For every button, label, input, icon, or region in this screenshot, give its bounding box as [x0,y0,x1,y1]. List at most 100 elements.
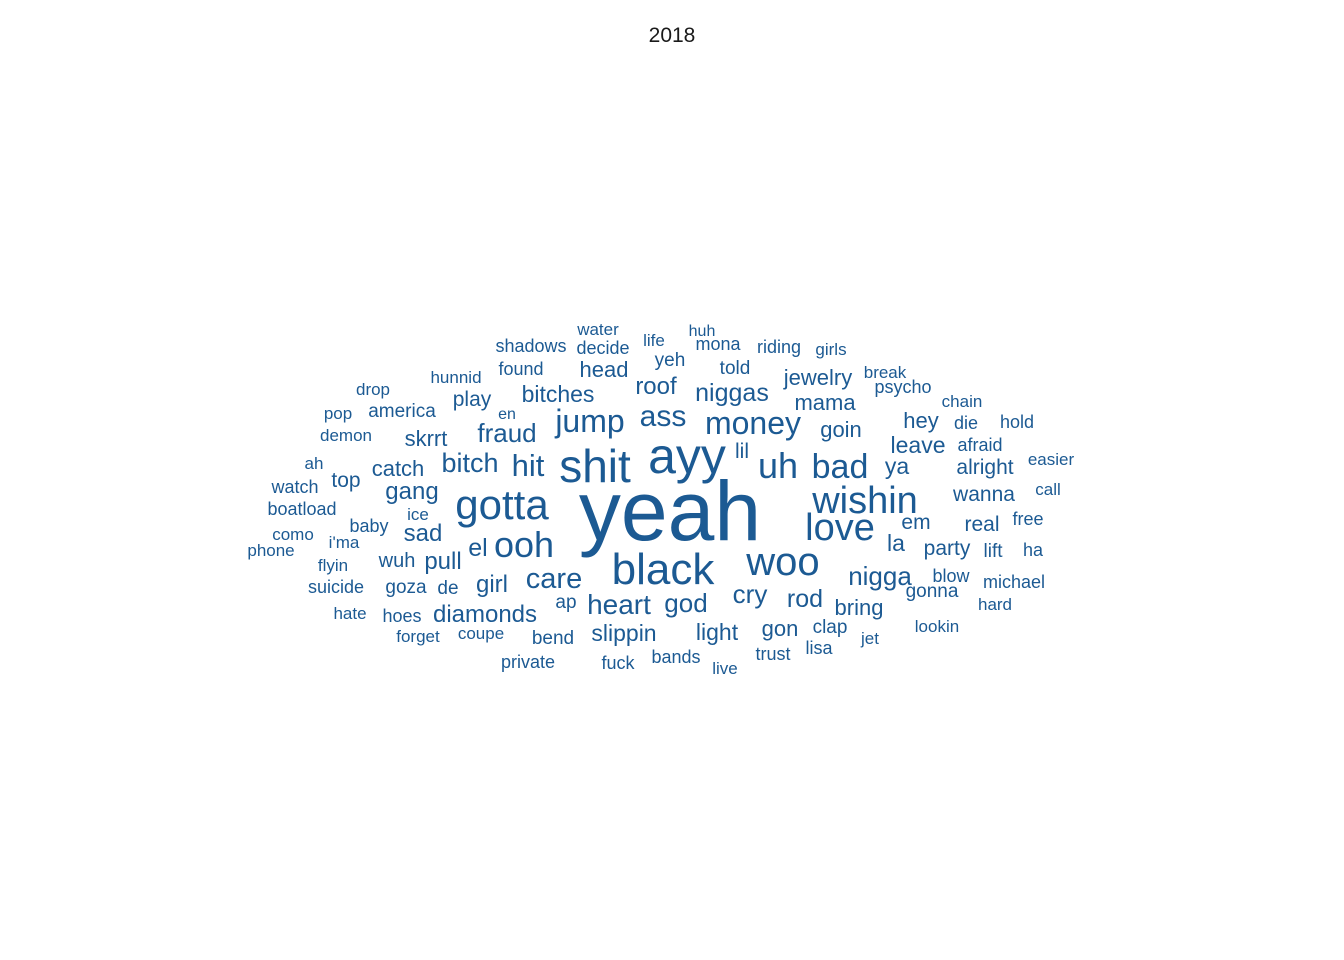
word-bend: bend [532,628,574,649]
word-pull: pull [424,548,461,575]
word-ayy: ayy [648,428,726,484]
word-top: top [331,469,360,492]
word-uh: uh [758,445,798,486]
word-coupe: coupe [458,624,504,643]
word-forget: forget [396,627,440,646]
word-hey: hey [903,408,938,433]
word-goin: goin [820,417,862,442]
word-cry: cry [733,579,768,609]
word-live: live [712,659,738,678]
word-bands: bands [651,647,700,667]
word-i-ma: i'ma [329,533,360,552]
word-en: en [498,406,516,423]
word-head: head [580,357,629,382]
word-boatload: boatload [267,499,336,519]
word-sad: sad [404,520,443,547]
word-die: die [954,413,978,433]
word-alright: alright [956,456,1013,479]
word-ap: ap [555,592,576,613]
word-yeah: yeah [579,464,761,558]
word-private: private [501,652,555,672]
word-michael: michael [983,572,1045,592]
word-black: black [612,545,716,594]
word-wuh: wuh [378,550,416,572]
word-hoes: hoes [382,606,421,626]
word-ooh: ooh [494,524,554,565]
word-clap: clap [813,617,848,638]
word-bitches: bitches [522,381,595,407]
word-ice: ice [407,505,429,524]
chart-title: 2018 [648,24,696,47]
word-shit: shit [559,440,631,492]
word-god: god [664,588,707,618]
word-money: money [705,405,801,441]
word-bring: bring [835,595,884,620]
word-bitch: bitch [441,448,498,478]
word-love: love [805,507,875,549]
word-leave: leave [891,432,946,458]
word-mona: mona [695,334,741,354]
word-phone: phone [247,541,294,560]
word-free: free [1012,509,1043,529]
word-suicide: suicide [308,577,364,597]
word-light: light [696,619,739,645]
word-yeh: yeh [655,350,686,371]
word-found: found [498,359,543,379]
word-care: care [526,563,582,595]
word-chain: chain [942,392,983,411]
word-la: la [887,530,905,556]
word-gon: gon [762,616,799,641]
word-woo: woo [745,540,819,584]
word-america: america [368,401,436,422]
word-rod: rod [787,585,823,613]
word-lookin: lookin [915,617,959,636]
word-roof: roof [635,373,677,400]
word-pop: pop [324,404,352,423]
word-party: party [924,537,971,560]
word-shadows: shadows [495,336,566,356]
word-heart: heart [587,589,651,620]
word-water: water [576,320,619,339]
word-lisa: lisa [805,638,833,658]
word-el: el [468,534,487,562]
word-wishin: wishin [811,480,918,522]
word-call: call [1035,480,1061,499]
word-jet: jet [860,629,879,648]
word-play: play [453,388,492,411]
word-told: told [720,358,751,379]
word-jump: jump [554,403,624,439]
word-afraid: afraid [957,435,1002,455]
word-gonna: gonna [906,581,959,602]
word-riding: riding [757,337,801,357]
word-wanna: wanna [952,483,1015,506]
word-de: de [437,578,458,599]
word-fuck: fuck [601,653,635,673]
word-como: como [272,525,314,544]
word-mama: mama [794,390,856,415]
word-diamonds: diamonds [433,601,537,628]
word-psycho: psycho [874,377,931,397]
word-lil: lil [735,440,749,463]
word-slippin: slippin [591,620,656,646]
word-ah: ah [305,454,324,473]
word-girls: girls [815,340,846,359]
word-watch: watch [270,477,318,497]
word-skrrt: skrrt [405,426,448,451]
word-ass: ass [640,400,687,433]
word-jewelry: jewelry [783,365,852,390]
word-drop: drop [356,380,390,399]
word-trust: trust [755,644,790,664]
word-hit: hit [512,448,545,483]
word-ha: ha [1023,540,1044,560]
word-niggas: niggas [695,379,769,407]
word-gang: gang [385,478,438,505]
word-flyin: flyin [318,556,348,575]
word-hate: hate [333,604,366,623]
word-fraud: fraud [477,418,536,448]
word-huh: huh [689,323,716,340]
word-nigga: nigga [848,561,912,591]
word-baby: baby [349,516,388,536]
word-decide: decide [576,338,629,358]
word-gotta: gotta [455,481,549,528]
